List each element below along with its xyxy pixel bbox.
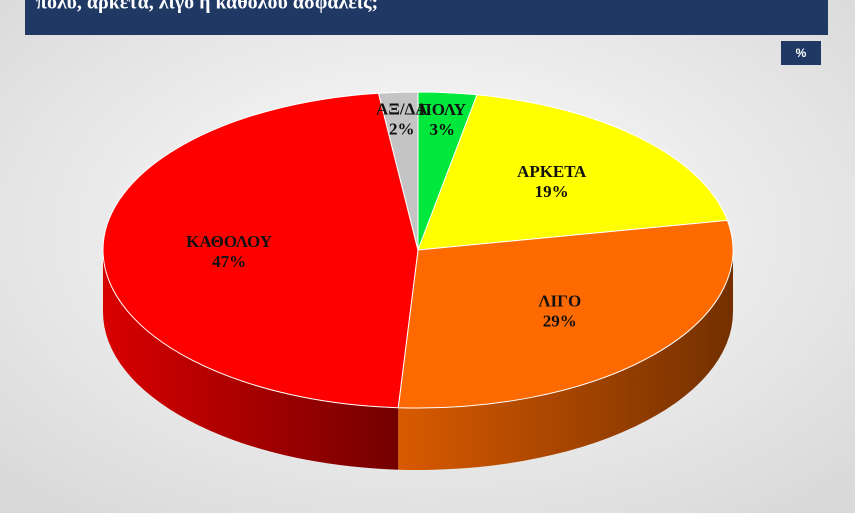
pie-tops [102,91,734,409]
pie-sides [103,250,733,471]
slice-side [103,250,399,470]
slice-label: ΚΑΘΟΛΟΥ [186,232,272,251]
slice [377,91,419,251]
slice [397,219,734,409]
unit-badge [781,41,821,65]
slice-side [398,250,733,471]
slice-value-label: 2% [389,120,415,139]
slice-label: ΛΙΓΟ [538,292,581,311]
title-bar [25,0,828,35]
slice-value-label: 29% [543,312,577,331]
slice-label: ΑΞ/ΔΑ [376,100,428,119]
unit-badge-text: % [796,46,807,60]
slice-label: ΠΟΛΥ [419,100,467,119]
slice-value-label: 3% [430,120,456,139]
slice [417,94,729,251]
slice [102,92,419,409]
slice-label: ΑΡΚΕΤΑ [517,162,587,181]
slice-value-label: 19% [535,182,569,201]
chart-title: πολύ, αρκετά, λίγο ή καθόλου ασφαλείς; [36,0,378,14]
slice-value-label: 47% [212,252,246,271]
